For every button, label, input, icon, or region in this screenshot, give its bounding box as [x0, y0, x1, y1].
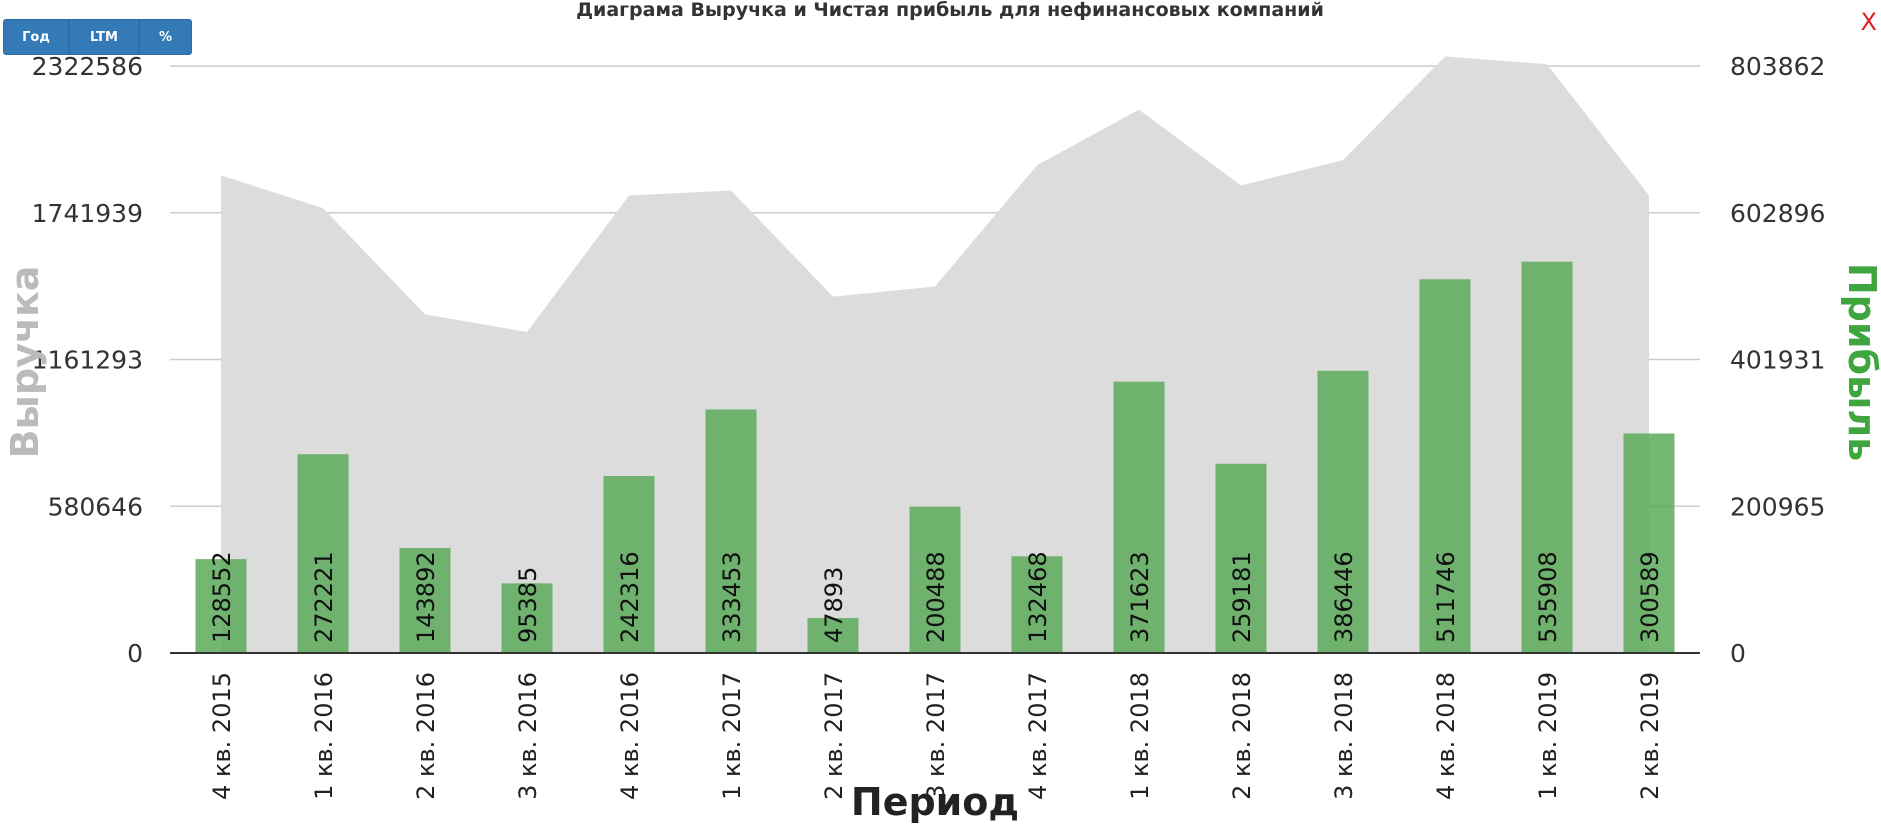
left-tick-label: 1741939: [32, 199, 143, 228]
left-tick-label: 580646: [48, 492, 143, 521]
x-tick-label: 1 кв. 2019: [1534, 672, 1562, 800]
profit-bar: [1623, 433, 1675, 653]
bar-value-label: 95385: [514, 567, 542, 643]
bar-value-label: 128552: [208, 551, 236, 643]
period-toggle-group: Год LTM %: [3, 19, 192, 55]
profit-bar: [1011, 556, 1063, 653]
left-tick-label: 2322586: [32, 52, 143, 81]
close-button[interactable]: X: [1860, 8, 1877, 36]
bar-value-label: 300589: [1636, 551, 1664, 643]
profit-bar: [297, 454, 349, 653]
x-tick-label: 1 кв. 2017: [718, 672, 746, 800]
profit-bar: [807, 618, 859, 653]
x-tick-label: 2 кв. 2017: [820, 672, 848, 800]
bar-value-label: 535908: [1534, 551, 1562, 643]
bar-value-label: 371623: [1126, 551, 1154, 643]
x-tick-label: 4 кв. 2016: [616, 672, 644, 800]
x-tick-label: 4 кв. 2017: [1024, 672, 1052, 800]
left-axis-title: Выручка: [3, 266, 47, 459]
x-tick-label: 2 кв. 2019: [1636, 672, 1664, 800]
bar-value-label: 333453: [718, 551, 746, 643]
x-axis-title: Период: [851, 780, 1019, 824]
right-axis-title: Прибыль: [1840, 263, 1881, 461]
x-tick-label: 3 кв. 2016: [514, 672, 542, 800]
year-button[interactable]: Год: [3, 19, 69, 55]
bar-value-label: 259181: [1228, 551, 1256, 643]
left-tick-label: 1161293: [32, 346, 143, 375]
right-tick-label: 0: [1730, 639, 1746, 668]
right-tick-label: 401931: [1730, 346, 1825, 375]
profit-bar-series: 128552 272221 143892 95385 242316 333453 47893…: [195, 261, 1675, 653]
right-tick-label: 200965: [1730, 492, 1825, 521]
x-tick-label: 2 кв. 2018: [1228, 672, 1256, 800]
profit-bar: [399, 547, 451, 653]
x-tick-label: 3 кв. 2018: [1330, 672, 1358, 800]
profit-bar: [1113, 381, 1165, 653]
bar-value-label: 386446: [1330, 551, 1358, 643]
x-tick-label: 3 кв. 2017: [922, 672, 950, 800]
x-tick-label: 4 кв. 2015: [208, 672, 236, 800]
left-tick-label: 0: [127, 639, 143, 668]
percent-button[interactable]: %: [139, 19, 192, 55]
profit-bar: [1317, 370, 1369, 653]
profit-bar: [1419, 279, 1471, 653]
bar-value-label: 242316: [616, 551, 644, 643]
bar-value-label: 132468: [1024, 551, 1052, 643]
x-tick-label: 1 кв. 2016: [310, 672, 338, 800]
revenue-area: [221, 56, 1649, 654]
profit-bar: [195, 559, 247, 653]
right-tick-label: 803862: [1730, 52, 1825, 81]
chart-title: Диаграма Выручка и Чистая прибыль для не…: [576, 0, 1324, 21]
axes: 0 580646 1161293 1741939 2322586 0 200965 40193…: [32, 52, 1826, 800]
profit-bar: [909, 506, 961, 653]
x-tick-label: 4 кв. 2018: [1432, 672, 1460, 800]
revenue-area-series: [221, 56, 1649, 654]
bar-value-label: 143892: [412, 551, 440, 643]
x-tick-label: 1 кв. 2018: [1126, 672, 1154, 800]
right-tick-label: 602896: [1730, 199, 1825, 228]
profit-bar: [705, 409, 757, 653]
profit-bar: [1521, 261, 1573, 653]
x-tick-label: 2 кв. 2016: [412, 672, 440, 800]
profit-bar: [603, 476, 655, 653]
bar-value-label: 47893: [820, 567, 848, 643]
ltm-button[interactable]: LTM: [69, 19, 139, 55]
bar-value-label: 200488: [922, 551, 950, 643]
bar-value-label: 511746: [1432, 551, 1460, 643]
profit-bar: [1215, 463, 1267, 653]
bar-value-label: 272221: [310, 551, 338, 643]
profit-bar: [501, 583, 553, 653]
